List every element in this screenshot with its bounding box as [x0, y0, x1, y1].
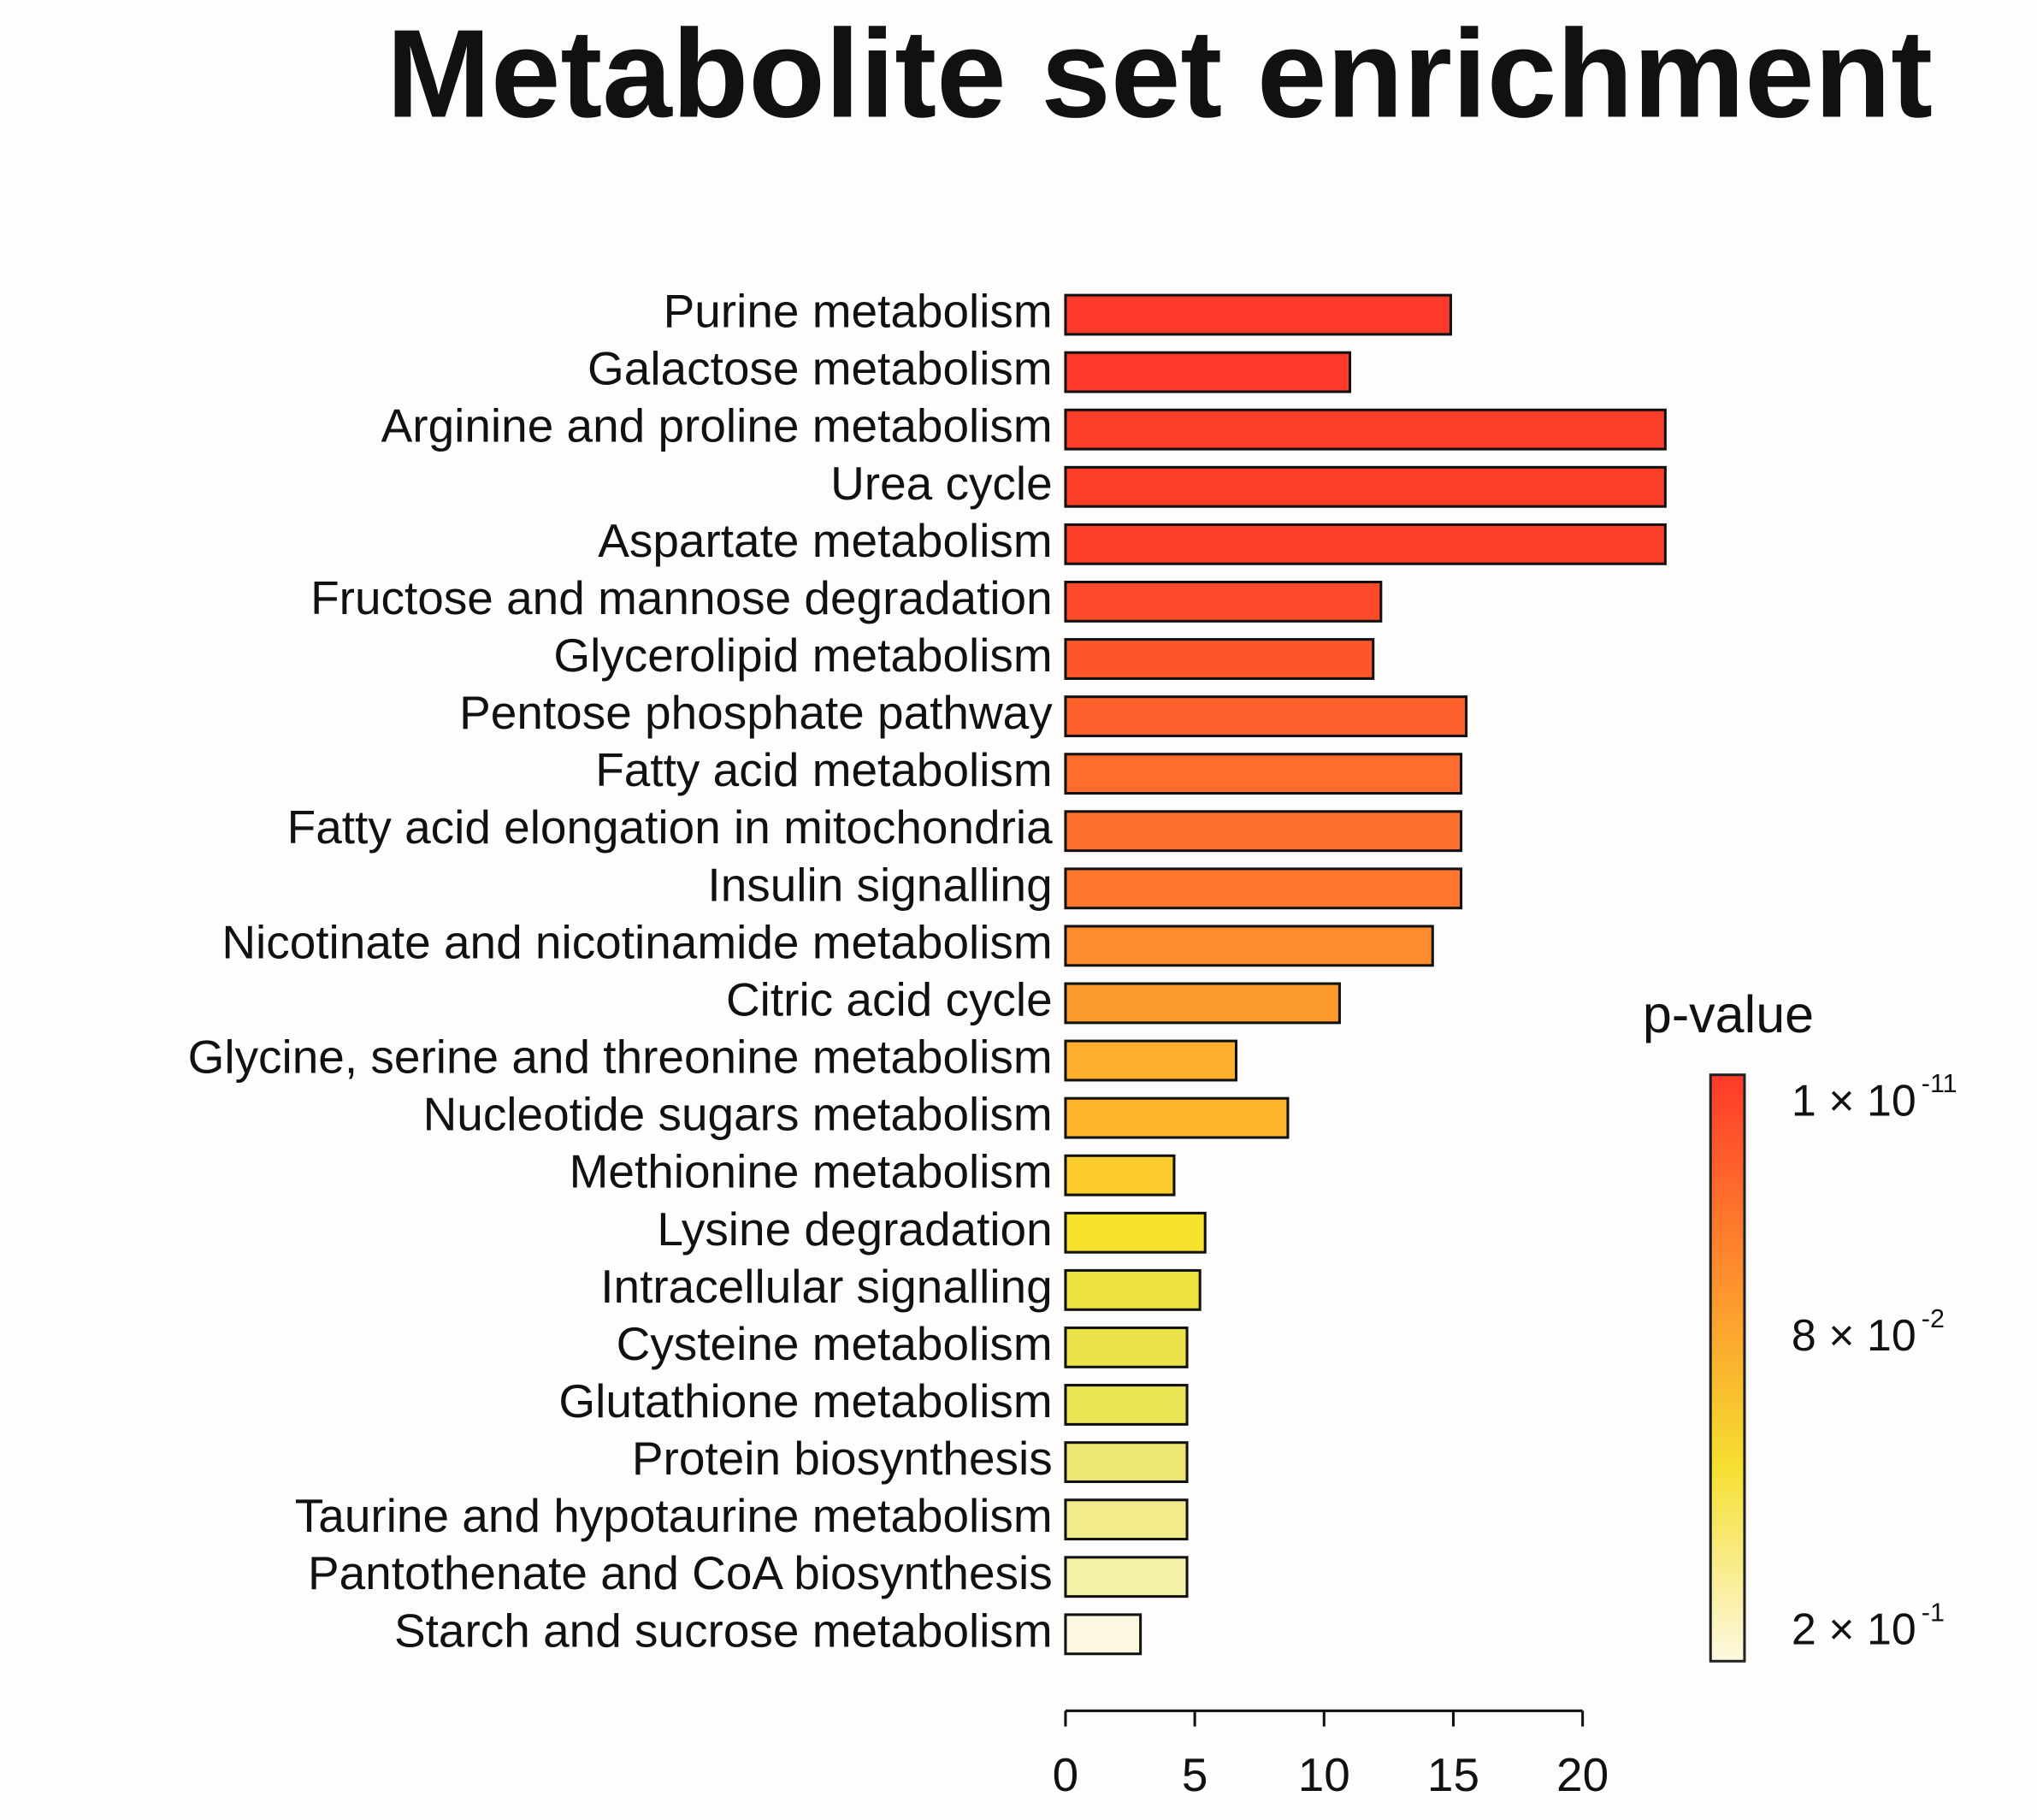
y-tick-label: Fatty acid metabolism — [595, 743, 1052, 796]
y-tick-label: Pantothenate and CoA biosynthesis — [308, 1546, 1053, 1599]
y-tick-label: Urea cycle — [830, 457, 1053, 510]
y-tick-label: Glycerolipid metabolism — [553, 629, 1052, 682]
bar — [1064, 465, 1667, 508]
bar — [1064, 1613, 1142, 1656]
colorbar-label-base: 8 × 10 — [1792, 1311, 1916, 1361]
bar — [1064, 1154, 1176, 1197]
y-tick-label: Pentose phosphate pathway — [459, 686, 1053, 739]
bar — [1064, 1268, 1202, 1311]
bar — [1064, 1441, 1189, 1484]
colorbar-label: 8 × 10 -2 — [1792, 1304, 1945, 1361]
bar — [1064, 580, 1383, 623]
bar — [1064, 523, 1667, 565]
bar — [1064, 925, 1434, 967]
y-tick-label: Intracellular signalling — [600, 1260, 1052, 1313]
y-tick-label: Glycine, serine and threonine metabolism — [188, 1031, 1053, 1084]
y-tick-label: Nucleotide sugars metabolism — [423, 1088, 1053, 1141]
y-tick-label: Insulin signalling — [707, 858, 1052, 911]
colorbar-label-exp: -11 — [1922, 1069, 1957, 1098]
bar — [1064, 1498, 1189, 1541]
y-tick-label: Galactose metabolism — [587, 342, 1053, 395]
x-tick-label: 5 — [1182, 1748, 1208, 1801]
y-tick-label: Fatty acid elongation in mitochondria — [287, 801, 1053, 854]
bar — [1064, 982, 1341, 1025]
y-tick-label: Aspartate metabolism — [598, 514, 1052, 567]
bar — [1064, 1556, 1189, 1598]
bar — [1064, 1039, 1238, 1082]
y-tick-label: Fructose and mannose degradation — [310, 571, 1053, 624]
colorbar-label-exp: -2 — [1922, 1304, 1945, 1333]
chart-title: Metabolite set enrichment — [387, 3, 1933, 144]
y-tick-label: Cysteine metabolism — [617, 1317, 1053, 1370]
y-tick-label: Arginine and proline metabolism — [381, 399, 1053, 452]
colorbar-label: 2 × 10 -1 — [1792, 1598, 1945, 1654]
bar — [1064, 753, 1463, 795]
bar — [1064, 1384, 1189, 1426]
legend-title: p-value — [1643, 985, 1814, 1043]
bar — [1064, 351, 1352, 393]
bar — [1064, 1211, 1207, 1254]
bar — [1064, 867, 1463, 910]
bar — [1064, 1096, 1290, 1139]
colorbar-label-base: 2 × 10 — [1792, 1604, 1916, 1654]
bar — [1064, 293, 1452, 336]
colorbar-label-base: 1 × 10 — [1792, 1076, 1916, 1126]
bar — [1064, 1326, 1189, 1368]
x-tick-label: 0 — [1053, 1748, 1079, 1801]
y-tick-label: Nicotinate and nicotinamide metabolism — [221, 915, 1052, 968]
bar — [1064, 810, 1463, 853]
y-tick-label: Citric acid cycle — [726, 972, 1053, 1025]
colorbar — [1709, 1073, 1746, 1663]
y-tick-label: Starch and sucrose metabolism — [394, 1604, 1053, 1657]
colorbar-label-exp: -1 — [1922, 1598, 1945, 1627]
x-tick-label: 10 — [1298, 1748, 1350, 1801]
colorbar-label: 1 × 10 -11 — [1792, 1069, 1957, 1126]
y-tick-label: Methionine metabolism — [570, 1145, 1053, 1198]
x-tick-label: 15 — [1427, 1748, 1479, 1801]
x-tick-label: 20 — [1556, 1748, 1609, 1801]
bar — [1064, 695, 1468, 738]
y-tick-label: Lysine degradation — [657, 1202, 1052, 1256]
bar — [1064, 638, 1375, 680]
y-tick-label: Purine metabolism — [664, 285, 1053, 338]
y-tick-label: Taurine and hypotaurine metabolism — [295, 1489, 1053, 1542]
bar — [1064, 408, 1667, 451]
y-tick-label: Glutathione metabolism — [558, 1374, 1052, 1427]
y-tick-label: Protein biosynthesis — [632, 1432, 1053, 1485]
